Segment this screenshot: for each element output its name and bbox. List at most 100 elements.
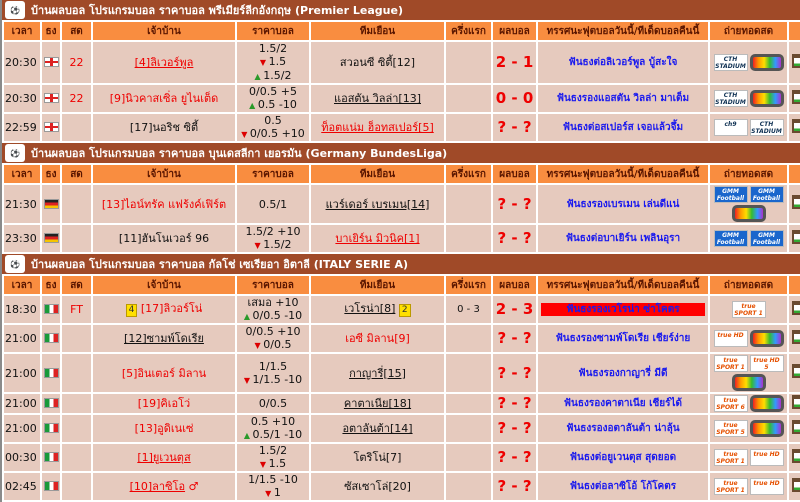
prediction-link[interactable]: ฟันธงต่อสเปอร์ส เจอแล้วจึ้ม	[563, 122, 683, 133]
calendar-stats-icon[interactable]	[792, 90, 800, 104]
prediction-link[interactable]: ฟันธงต่อลิเวอร์พูล บู้สะใจ	[569, 57, 678, 68]
away-team-name[interactable]: อตาลันต้า[14]	[342, 422, 412, 435]
calendar-stats-icon[interactable]	[792, 330, 800, 344]
gmm-football-logo[interactable]: GMM Football Max HD	[750, 230, 784, 247]
true-sport-logo[interactable]: true SPORT 5	[714, 420, 748, 437]
odds-cell: 1.5/2 +10▼ 1.5/2	[237, 225, 309, 252]
odds-line: 0/0.5	[238, 397, 308, 410]
home-team-name: [11]ฮันโนเวอร์ 96	[119, 232, 209, 245]
calendar-stats-icon[interactable]	[792, 420, 800, 434]
calendar-stats-icon[interactable]	[792, 54, 800, 68]
cth-stadium-logo[interactable]: CTH STADIUM 11	[714, 90, 748, 107]
odds-line: เสมอ +10	[238, 296, 308, 309]
home-team-name[interactable]: [4]ลิเวอร์พูล	[135, 56, 194, 69]
true-sport-logo[interactable]: true SPORT 1	[714, 478, 748, 495]
arrow-down-icon: ▼	[241, 130, 250, 139]
live-minute	[62, 444, 91, 471]
live-minute	[62, 114, 91, 141]
away-team-name[interactable]: ท็อตแน่ม ฮ็อทสเปอร์[5]	[321, 121, 433, 134]
calendar-stats-icon[interactable]	[792, 395, 800, 409]
calendar-stats-icon[interactable]	[792, 301, 800, 315]
true-sport-logo[interactable]: true HD	[750, 478, 784, 495]
away-team-name[interactable]: บาเยิร์น มิวนิค[1]	[335, 232, 419, 245]
true-sport-logo[interactable]: true HD	[750, 449, 784, 466]
cth-stadium-logo[interactable]: CTH STADIUM 11	[750, 119, 784, 136]
it-flag-icon	[44, 452, 59, 462]
true-sport-logo[interactable]: true HD	[714, 330, 748, 347]
gmm-football-logo[interactable]: GMM Football Max HD	[750, 186, 784, 203]
flag-cell	[42, 354, 60, 392]
home-team-name[interactable]: [1]ยูเวนตุส	[137, 451, 190, 464]
tv-icon[interactable]	[750, 420, 784, 437]
arrow-down-icon: ▼	[260, 460, 269, 469]
column-header-row: เวลาธงสดเจ้าบ้านราคาบอลทีมเยือนครึ่งแรกผ…	[4, 276, 800, 294]
tv-icon[interactable]	[750, 395, 784, 412]
calendar-cell	[789, 394, 800, 413]
true-sport-logo[interactable]: true SPORT 1	[714, 449, 748, 466]
away-team-name[interactable]: แอสตัน วิลล่า[13]	[334, 92, 421, 105]
true-sport-logo[interactable]: true HD 5	[750, 355, 784, 372]
broadcast-cell: true HD	[710, 325, 787, 352]
prediction-link[interactable]: ฟันธงรองกาญารี่ มีดี	[579, 368, 668, 379]
prediction-link[interactable]: ฟันธงรองแอสตัน วิลล่า มาเต็ม	[557, 93, 689, 104]
calendar-stats-icon[interactable]	[792, 449, 800, 463]
calendar-stats-icon[interactable]	[792, 478, 800, 492]
prediction-link[interactable]: ฟันธงรองคาตาเนีย เชียร์ได้	[564, 398, 682, 409]
prediction-cell: ฟันธงต่อลิเวอร์พูล บู้สะใจ	[538, 42, 708, 83]
eng-flag-icon	[44, 122, 59, 132]
odds-cell: 0/0.5 +10▼ 0/0.5	[237, 325, 309, 352]
odds-value: 0/0.5	[263, 338, 291, 351]
broadcast-cell: true SPORT 1	[710, 296, 787, 323]
gmm-football-logo[interactable]: GMM Football Max	[714, 186, 748, 203]
away-team-name[interactable]: เวโรน่า[8]	[344, 302, 395, 315]
prediction-link[interactable]: ฟันธงรองเวโรน่า ซ่าโคตร	[541, 303, 705, 316]
prediction-link[interactable]: ฟันธงรองซามพ์โดเรีย เชียร์ง่าย	[556, 333, 691, 344]
cth-stadium-logo[interactable]: CTH STADIUM 5	[714, 54, 748, 71]
prediction-link[interactable]: ฟันธงต่อยูเวนตุส สุดยอด	[570, 452, 676, 463]
home-team-cell: [13]ไอน์ทรัค แฟร้งค์เฟิร์ต	[93, 185, 235, 223]
gmm-football-logo[interactable]: GMM Football Max	[714, 230, 748, 247]
broadcast-channels: GMM Football MaxGMM Football Max HD	[711, 185, 786, 223]
tv-icon[interactable]	[750, 330, 784, 347]
halftime-score	[446, 325, 491, 352]
calendar-stats-icon[interactable]	[792, 230, 800, 244]
kickoff-time: 21:00	[4, 415, 40, 442]
true-sport-logo[interactable]: true SPORT 1	[714, 355, 748, 372]
prediction-cell: ฟันธงรองคาตาเนีย เชียร์ได้	[538, 394, 708, 413]
calendar-stats-icon[interactable]	[792, 119, 800, 133]
odds-value: 0.5/1 -10	[253, 428, 303, 441]
odds-line: 1.5/2	[238, 42, 308, 55]
true-sport-logo[interactable]: true SPORT 6	[714, 395, 748, 412]
away-team-name[interactable]: แวร์เดอร์ เบรเมน[14]	[326, 198, 430, 211]
calendar-stats-icon[interactable]	[792, 195, 800, 209]
arrow-up-icon: ▲	[244, 431, 253, 440]
tv-icon[interactable]	[732, 374, 766, 391]
true-sport-logo[interactable]: true SPORT 1	[732, 301, 766, 318]
prediction-link[interactable]: ฟันธงรองเบรเมน เล่นดีแน่	[567, 199, 680, 210]
column-header: ถ่ายทอดสด	[710, 276, 787, 294]
prediction-link[interactable]: ฟันธงต่อลาซิโอ้ โก้โคตร	[570, 481, 676, 492]
column-header: ราคาบอล	[237, 22, 309, 40]
tv-icon[interactable]	[750, 90, 784, 107]
home-team-name[interactable]: [12]ซามพ์โดเรีย	[124, 332, 204, 345]
tv-icon[interactable]	[750, 54, 784, 71]
column-header: ธง	[42, 22, 60, 40]
tv-icon[interactable]	[732, 205, 766, 222]
odds-value: 0.5/1	[259, 198, 287, 211]
away-team-name[interactable]: กาญารี่[15]	[349, 367, 406, 380]
prediction-cell: ฟันธงต่อยูเวนตุส สุดยอด	[538, 444, 708, 471]
away-team-cell: ซัสเซาโล่[20]	[311, 473, 444, 500]
odds-cell: 1/1.5▼ 1/1.5 -10	[237, 354, 309, 392]
calendar-cell	[789, 42, 800, 83]
column-header: ทรรศนะฟุตบอลวันนี้/ทีเด็ดบอลคืนนี้	[538, 276, 708, 294]
prediction-link[interactable]: ฟันธงต่อบาเยิร์น เพลินอุรา	[566, 233, 680, 244]
away-team-name[interactable]: คาตาเนีย[18]	[344, 397, 411, 410]
column-header: ครึ่งแรก	[446, 22, 491, 40]
home-team-name[interactable]: [10]ลาซิโอ	[130, 480, 185, 493]
flag-cell	[42, 114, 60, 141]
channel-9-logo[interactable]: ch9	[714, 119, 748, 136]
calendar-stats-icon[interactable]	[792, 364, 800, 378]
prediction-link[interactable]: ฟันธงรองอตาลันต้า น่าลุ้น	[566, 423, 679, 434]
